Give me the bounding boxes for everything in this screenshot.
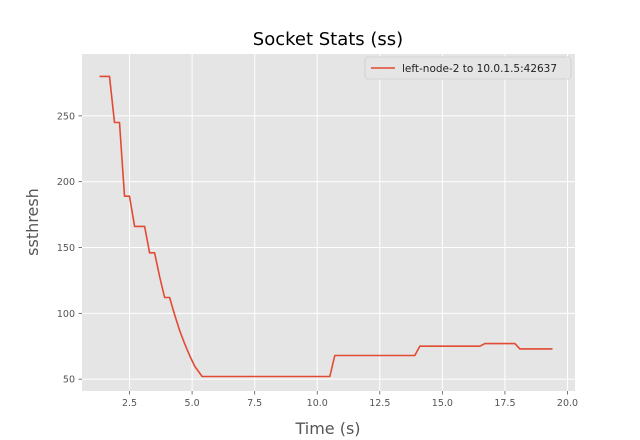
y-axis-label: ssthresh: [23, 188, 42, 256]
chart-title: Socket Stats (ss): [253, 29, 403, 50]
x-tick-label: 17.5: [494, 398, 515, 409]
x-tick-label: 5.0: [185, 398, 200, 409]
y-tick-label: 250: [57, 111, 75, 122]
legend-box: [364, 56, 572, 80]
legend-label: left-node-2 to 10.0.1.5:42637: [402, 63, 557, 75]
series-line-0: [99, 75, 553, 378]
y-tick-label: 150: [57, 243, 75, 254]
y-tick-label: 100: [57, 309, 75, 320]
plot-area: [82, 54, 575, 391]
legend: left-node-2 to 10.0.1.5:42637: [364, 56, 572, 80]
x-tick-label: 10.0: [307, 398, 328, 409]
x-tick-label: 7.5: [247, 398, 262, 409]
x-axis-label: Time (s): [294, 419, 360, 438]
axis-ticks: 2.5 5.0 7.5 10.0 12.5 15.0 17.5 20.0 50 100 150 200…: [57, 111, 578, 409]
grid: [82, 54, 575, 391]
series-layer: [99, 75, 553, 378]
x-tick-label: 15.0: [432, 398, 453, 409]
x-tick-label: 20.0: [557, 398, 578, 409]
x-tick-label: 2.5: [122, 398, 137, 409]
y-tick-label: 50: [63, 375, 75, 386]
y-tick-label: 200: [57, 177, 75, 188]
x-tick-label: 12.5: [369, 398, 390, 409]
